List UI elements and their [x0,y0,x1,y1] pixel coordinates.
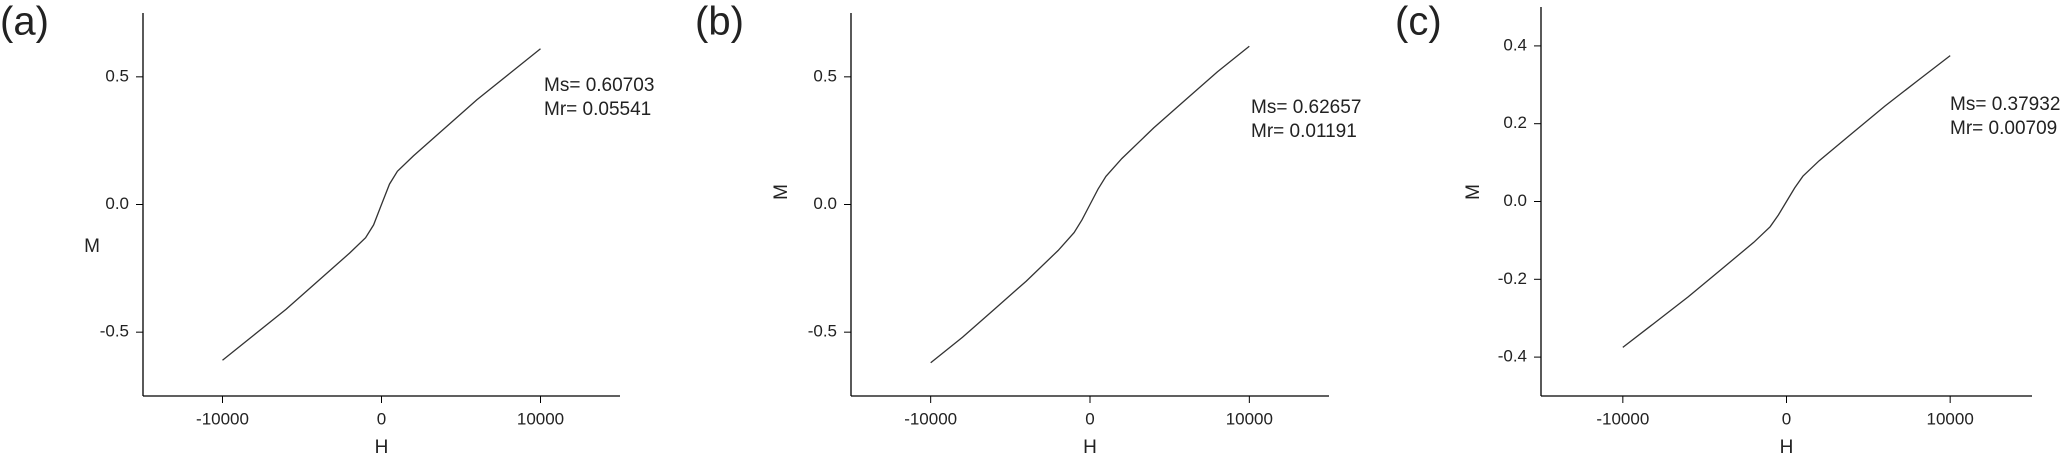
annotation: Mr= 0.00709 [1950,118,2057,139]
y-tick-label: 0.5 [105,66,129,85]
y-axis-label: M [771,184,792,200]
y-tick-label: -0.2 [1498,269,1527,288]
x-tick-label: 0 [377,409,386,428]
annotation: Ms= 0.60703 [544,75,654,96]
x-axis-label: H [1083,437,1097,455]
data-line [1622,55,1951,348]
y-tick-label: 0.5 [813,66,837,85]
x-tick-label: 10000 [1927,409,1974,428]
annotation: Mr= 0.05541 [544,99,651,120]
y-tick-label: -0.5 [808,322,837,341]
data-line [222,48,541,361]
x-tick-label: 0 [1782,409,1791,428]
x-tick-label: 10000 [1226,409,1273,428]
annotation: Ms= 0.37932 [1950,94,2060,115]
x-tick-label: 10000 [517,409,564,428]
annotation: Ms= 0.62657 [1251,97,1361,118]
panel-label: (b) [695,0,744,44]
panel-label: (a) [0,0,49,44]
data-line [930,45,1250,364]
y-tick-label: 0.4 [1503,35,1527,54]
y-axis-label: M [84,236,100,257]
x-axis-label: H [1780,437,1794,455]
y-tick-label: 0.0 [813,194,837,213]
y-axis-label: M [1463,184,1484,200]
x-tick-label: 0 [1085,409,1094,428]
x-tick-label: -10000 [1596,409,1649,428]
x-axis-label: H [375,437,389,455]
y-tick-label: 0.2 [1503,113,1527,132]
y-tick-label: -0.5 [100,322,129,341]
y-tick-label: 0.0 [105,194,129,213]
x-tick-label: -10000 [904,409,957,428]
panel-label: (c) [1395,0,1442,44]
annotation: Mr= 0.01191 [1251,121,1357,142]
y-tick-label: -0.4 [1498,347,1527,366]
y-tick-label: 0.0 [1503,191,1527,210]
x-tick-label: -10000 [196,409,249,428]
